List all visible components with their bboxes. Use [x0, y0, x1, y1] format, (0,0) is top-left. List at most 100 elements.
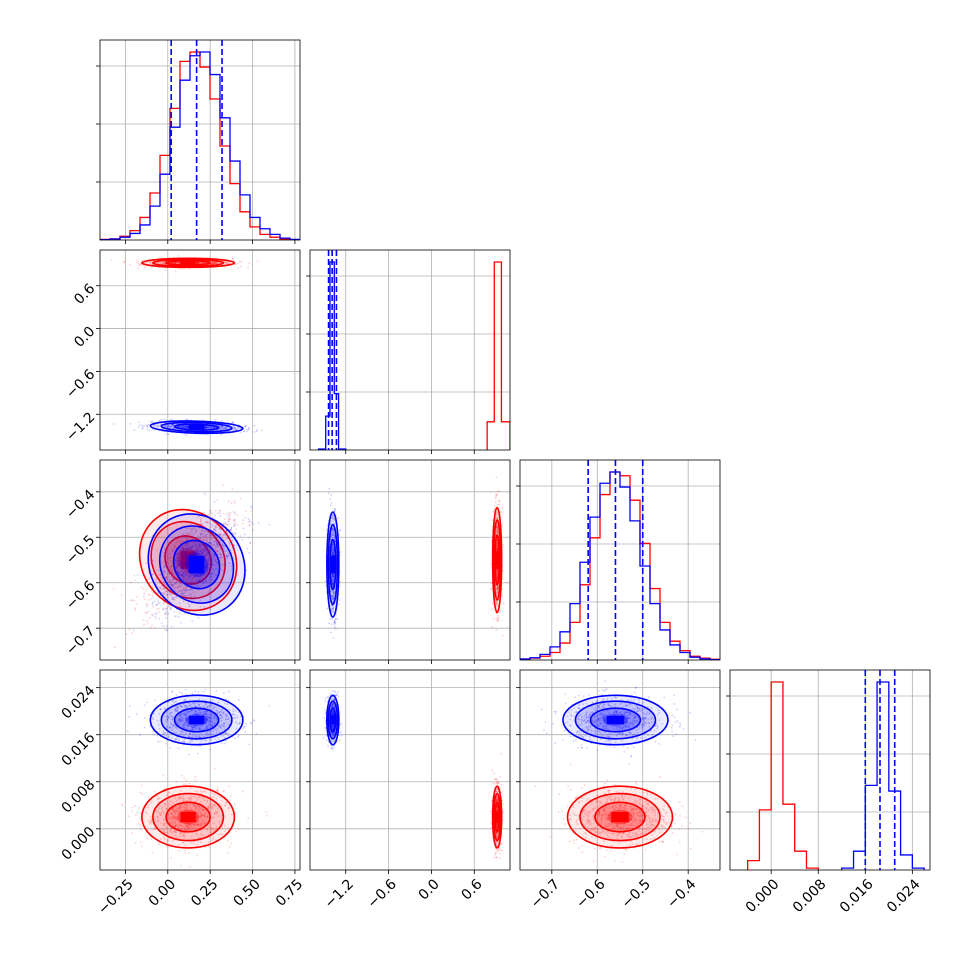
scatter-point — [174, 270, 177, 273]
scatter-point — [496, 587, 499, 590]
scatter-point — [193, 805, 196, 807]
scatter-point — [195, 584, 198, 587]
scatter-point — [189, 546, 192, 549]
scatter-point — [184, 563, 187, 566]
scatter-point — [165, 794, 168, 797]
scatter-point — [155, 810, 158, 812]
scatter-point — [225, 554, 228, 557]
scatter-point — [210, 542, 213, 544]
scatter-point — [208, 541, 211, 544]
scatter-point — [226, 428, 228, 430]
scatter-point — [183, 557, 186, 559]
scatter-point — [199, 814, 202, 817]
scatter-point — [233, 427, 236, 430]
scatter-point — [161, 588, 163, 590]
scatter-point — [214, 261, 217, 264]
scatter-point — [177, 562, 180, 565]
scatter-point — [186, 578, 189, 580]
scatter-point — [169, 592, 172, 595]
scatter-point — [249, 505, 252, 507]
scatter-point — [199, 576, 202, 579]
scatter-point — [199, 573, 202, 575]
scatter-point — [169, 552, 171, 555]
scatter-point — [201, 533, 204, 535]
scatter-point — [183, 534, 186, 537]
scatter-point — [180, 835, 183, 837]
scatter-point — [186, 588, 189, 591]
scatter-point — [495, 573, 498, 575]
scatter-point — [208, 556, 211, 559]
scatter-point — [148, 594, 151, 597]
scatter-point — [216, 786, 219, 788]
scatter-point — [151, 573, 154, 576]
scatter-point — [495, 600, 498, 603]
scatter-point — [170, 425, 173, 428]
scatter-point — [149, 816, 152, 818]
scatter-point — [213, 261, 215, 264]
scatter-point — [233, 524, 236, 526]
scatter-point — [213, 262, 215, 264]
scatter-point — [165, 589, 168, 592]
scatter-point — [177, 560, 180, 562]
scatter-point — [247, 266, 250, 269]
scatter-point — [206, 433, 209, 436]
scatter-point — [234, 532, 237, 535]
scatter-point — [492, 511, 495, 514]
scatter-point — [248, 427, 251, 430]
scatter-point — [184, 594, 187, 597]
scatter-point — [194, 790, 197, 793]
scatter-point — [233, 521, 236, 524]
scatter-point — [496, 543, 499, 546]
scatter-point — [331, 577, 333, 580]
scatter-point — [154, 820, 157, 823]
scatter-point — [334, 621, 337, 624]
scatter-point — [205, 553, 208, 556]
scatter-point — [162, 570, 165, 573]
scatter-point — [146, 426, 149, 428]
scatter-point — [182, 547, 184, 549]
scatter-point — [332, 607, 335, 609]
scatter-point — [199, 605, 202, 608]
scatter-point — [182, 567, 184, 569]
scatter-point — [207, 547, 210, 550]
scatter-point — [331, 595, 334, 598]
scatter-point — [123, 261, 125, 264]
scatter-point — [226, 557, 228, 559]
scatter-point — [174, 596, 177, 599]
scatter-point — [216, 807, 219, 809]
scatter-point — [156, 603, 159, 606]
scatter-point — [150, 260, 153, 263]
scatter-point — [331, 515, 334, 518]
scatter-point — [180, 561, 183, 564]
scatter-point — [224, 521, 227, 524]
scatter-point — [256, 260, 259, 263]
scatter-point — [228, 514, 231, 517]
scatter-point — [157, 425, 160, 427]
scatter-point — [155, 608, 158, 610]
scatter-point — [188, 580, 191, 583]
axes-frame — [99, 249, 301, 451]
scatter-point — [179, 824, 182, 827]
scatter-point — [173, 810, 175, 813]
scatter-point — [165, 577, 167, 579]
scatter-point — [198, 548, 201, 550]
scatter-point — [220, 427, 223, 430]
scatter-point — [195, 575, 198, 578]
scatter-point — [167, 433, 170, 436]
scatter-point — [199, 550, 202, 553]
scatter-point — [185, 578, 188, 581]
scatter-point — [206, 541, 209, 544]
scatter-point — [170, 580, 173, 583]
scatter-point — [209, 576, 212, 579]
scatter-point — [200, 548, 203, 551]
scatter-point — [176, 563, 179, 566]
scatter-point — [239, 431, 242, 434]
scatter-point — [132, 629, 135, 632]
scatter-point — [164, 628, 166, 631]
scatter-point — [149, 627, 152, 629]
scatter-point — [174, 830, 177, 833]
scatter-point — [496, 530, 499, 533]
scatter-point — [199, 520, 202, 523]
scatter-point — [187, 425, 189, 428]
scatter-point — [163, 825, 166, 827]
